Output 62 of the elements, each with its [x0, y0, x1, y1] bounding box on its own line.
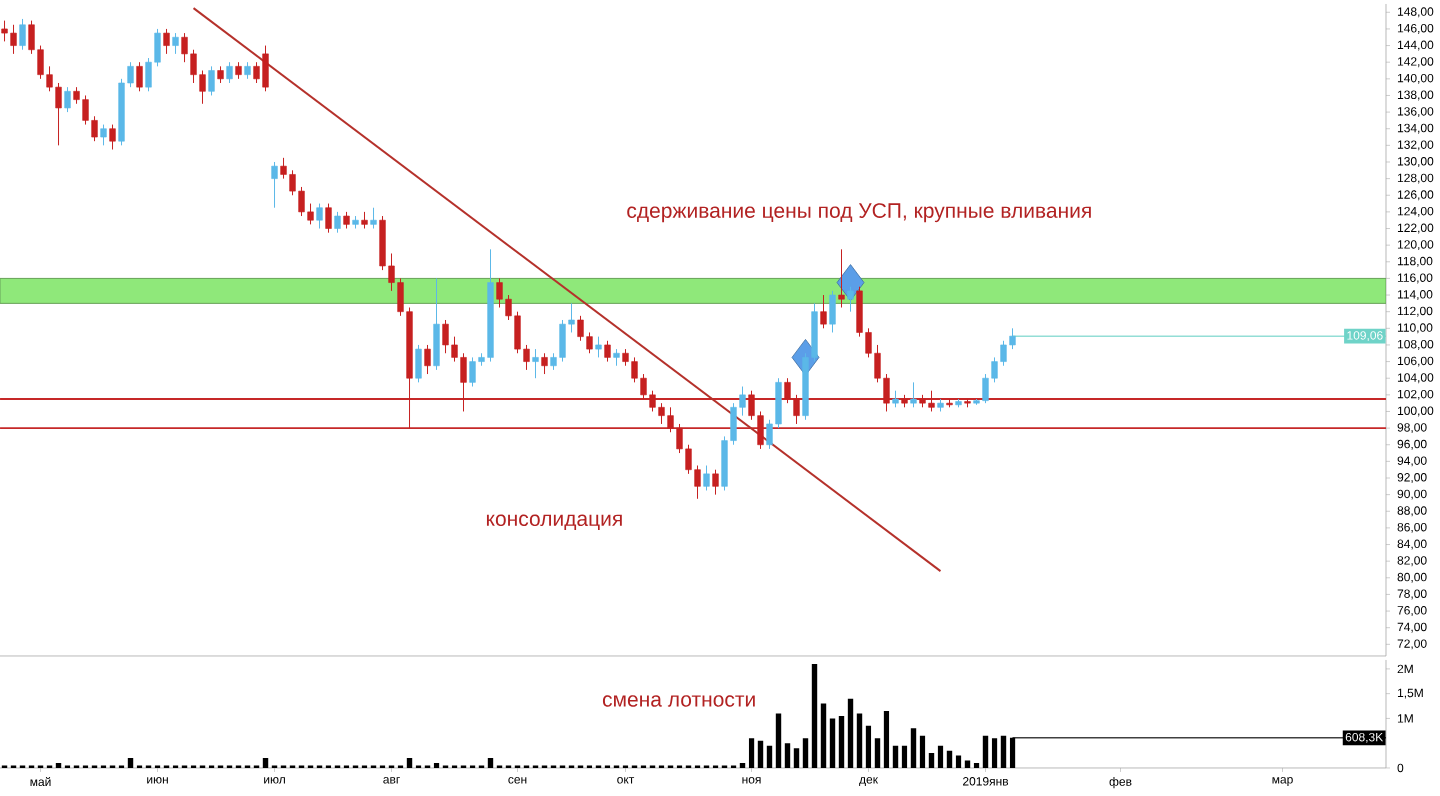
bar	[847, 698, 854, 768]
candlestick	[847, 286, 854, 313]
candlestick	[541, 352, 548, 375]
candlestick	[532, 348, 539, 379]
bar	[937, 745, 944, 768]
bar	[820, 703, 827, 768]
bar	[757, 740, 764, 768]
annotation: сдерживание цены под УСП, крупные вливания	[627, 203, 1091, 223]
bar	[766, 745, 773, 768]
bar	[856, 713, 863, 768]
candlestick	[325, 203, 332, 234]
bar	[955, 755, 962, 768]
bar	[784, 743, 791, 768]
candlestick	[172, 32, 179, 55]
bar	[793, 748, 800, 768]
candlestick	[226, 61, 233, 84]
bar	[406, 758, 413, 768]
bar	[991, 738, 998, 768]
candlestick	[136, 61, 143, 92]
bar	[901, 745, 908, 768]
candlestick	[415, 344, 422, 383]
candlestick	[334, 211, 341, 234]
bar	[127, 758, 134, 768]
bar	[802, 738, 809, 768]
candlestick	[712, 469, 719, 496]
bar	[748, 738, 755, 768]
bar	[829, 718, 836, 768]
bar	[775, 713, 782, 768]
candlestick	[19, 18, 26, 51]
candlestick	[604, 340, 611, 363]
bar	[946, 750, 953, 768]
bar	[1000, 735, 1007, 768]
bar	[874, 738, 881, 768]
bar	[982, 735, 989, 768]
candlestick	[100, 124, 107, 146]
annotation: смена лотности	[602, 695, 755, 707]
candlestick	[109, 124, 116, 151]
candlestick	[370, 207, 377, 230]
bar	[928, 753, 935, 768]
bar	[487, 758, 494, 768]
candlestick	[838, 248, 845, 309]
candlestick	[829, 290, 836, 333]
candlestick	[703, 465, 710, 491]
candlestick	[163, 28, 170, 55]
bar	[883, 711, 890, 768]
bar	[838, 715, 845, 768]
candlestick	[433, 277, 440, 371]
candlestick	[271, 161, 278, 209]
candlestick	[910, 381, 917, 408]
bar	[910, 728, 917, 768]
candlestick	[208, 65, 215, 96]
candlestick	[316, 203, 323, 230]
bar	[262, 758, 269, 768]
bar	[919, 735, 926, 768]
bar	[892, 745, 899, 768]
bar	[865, 725, 872, 768]
candlestick	[424, 344, 431, 375]
bar	[811, 663, 818, 768]
candlestick	[595, 336, 602, 358]
candlestick	[820, 294, 827, 329]
candlestick	[64, 86, 71, 113]
annotation: консолидация	[486, 514, 622, 531]
